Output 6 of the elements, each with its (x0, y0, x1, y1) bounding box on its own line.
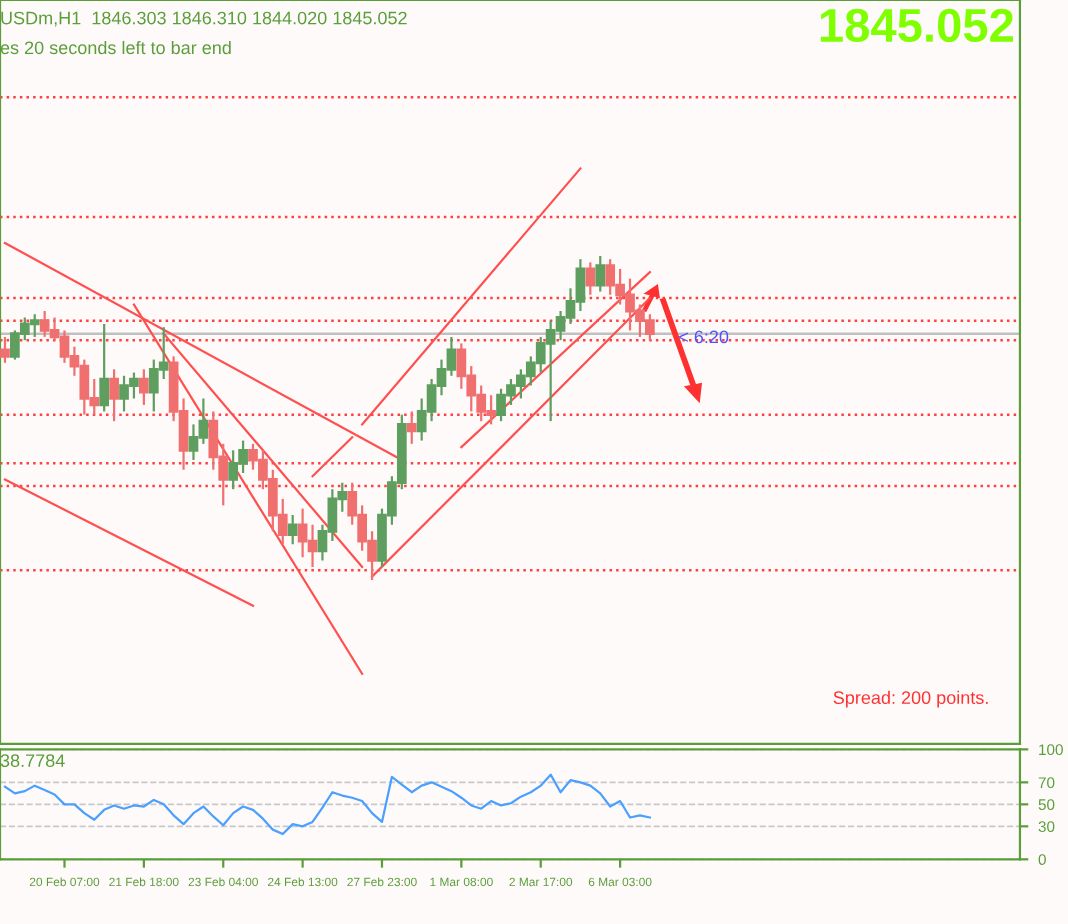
text: 1845.052 (820, 8, 1013, 43)
chart-title: 38.7784 (0, 754, 65, 768)
text: < 6:20 (679, 330, 729, 344)
text: Spread: 200 points. (833, 690, 988, 708)
chart-subtitle: es 20 seconds left to bar end (0, 40, 231, 55)
chart-title: USDm,H1 1846.303 1846.310 1844.020 1845.052 (1, 11, 407, 27)
